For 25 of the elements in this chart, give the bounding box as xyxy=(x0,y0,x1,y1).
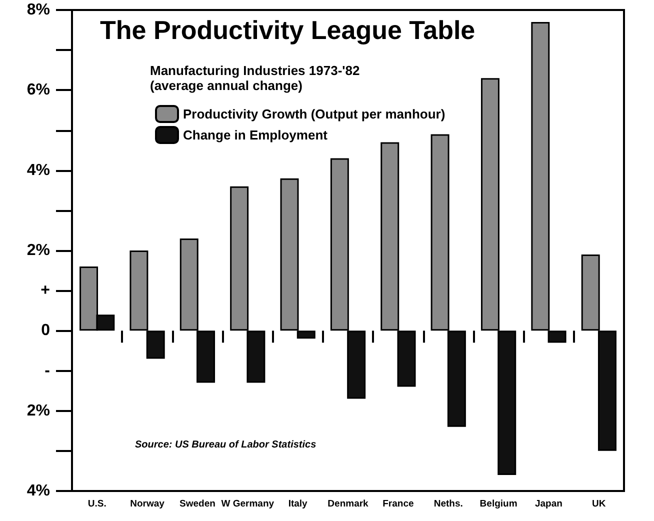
x-tick-label: U.S. xyxy=(88,498,106,510)
legend-label: Change in Employment xyxy=(183,128,328,142)
x-tick-label: W Germany xyxy=(221,498,275,510)
x-tick-label: Norway xyxy=(130,498,166,510)
x-tick-label: Sweden xyxy=(180,498,216,510)
y-tick-label: 8% xyxy=(26,2,50,18)
y-tick-label: 2% xyxy=(26,242,50,259)
chart-title: The Productivity League Table xyxy=(100,15,476,45)
y-tick-label: 0 xyxy=(41,322,50,340)
x-tick-label: Belgium xyxy=(480,498,518,510)
text: Manufacturing Industries 1973-'82 (average annual change) xyxy=(150,63,360,93)
y-tick-label: 2% xyxy=(26,402,50,420)
x-tick-label: UK xyxy=(592,498,606,510)
x-tick-label: Japan xyxy=(534,498,563,510)
y-tick-label: 4% xyxy=(26,162,50,179)
y-tick-label: 6% xyxy=(26,82,50,99)
x-tick-label: Italy xyxy=(288,498,308,510)
x-tick-label: Denmark xyxy=(328,498,370,510)
legend-label: Productivity Growth (Output per manhour) xyxy=(183,106,446,122)
y-tick-label: 4% xyxy=(26,482,50,500)
y-tick-label: - xyxy=(44,362,50,380)
x-tick-label: France xyxy=(382,498,414,510)
x-tick-label: Neths. xyxy=(434,498,463,510)
annotation: Source: US Bureau of Labor Statistics xyxy=(135,440,317,450)
y-tick-label: + xyxy=(40,282,50,300)
